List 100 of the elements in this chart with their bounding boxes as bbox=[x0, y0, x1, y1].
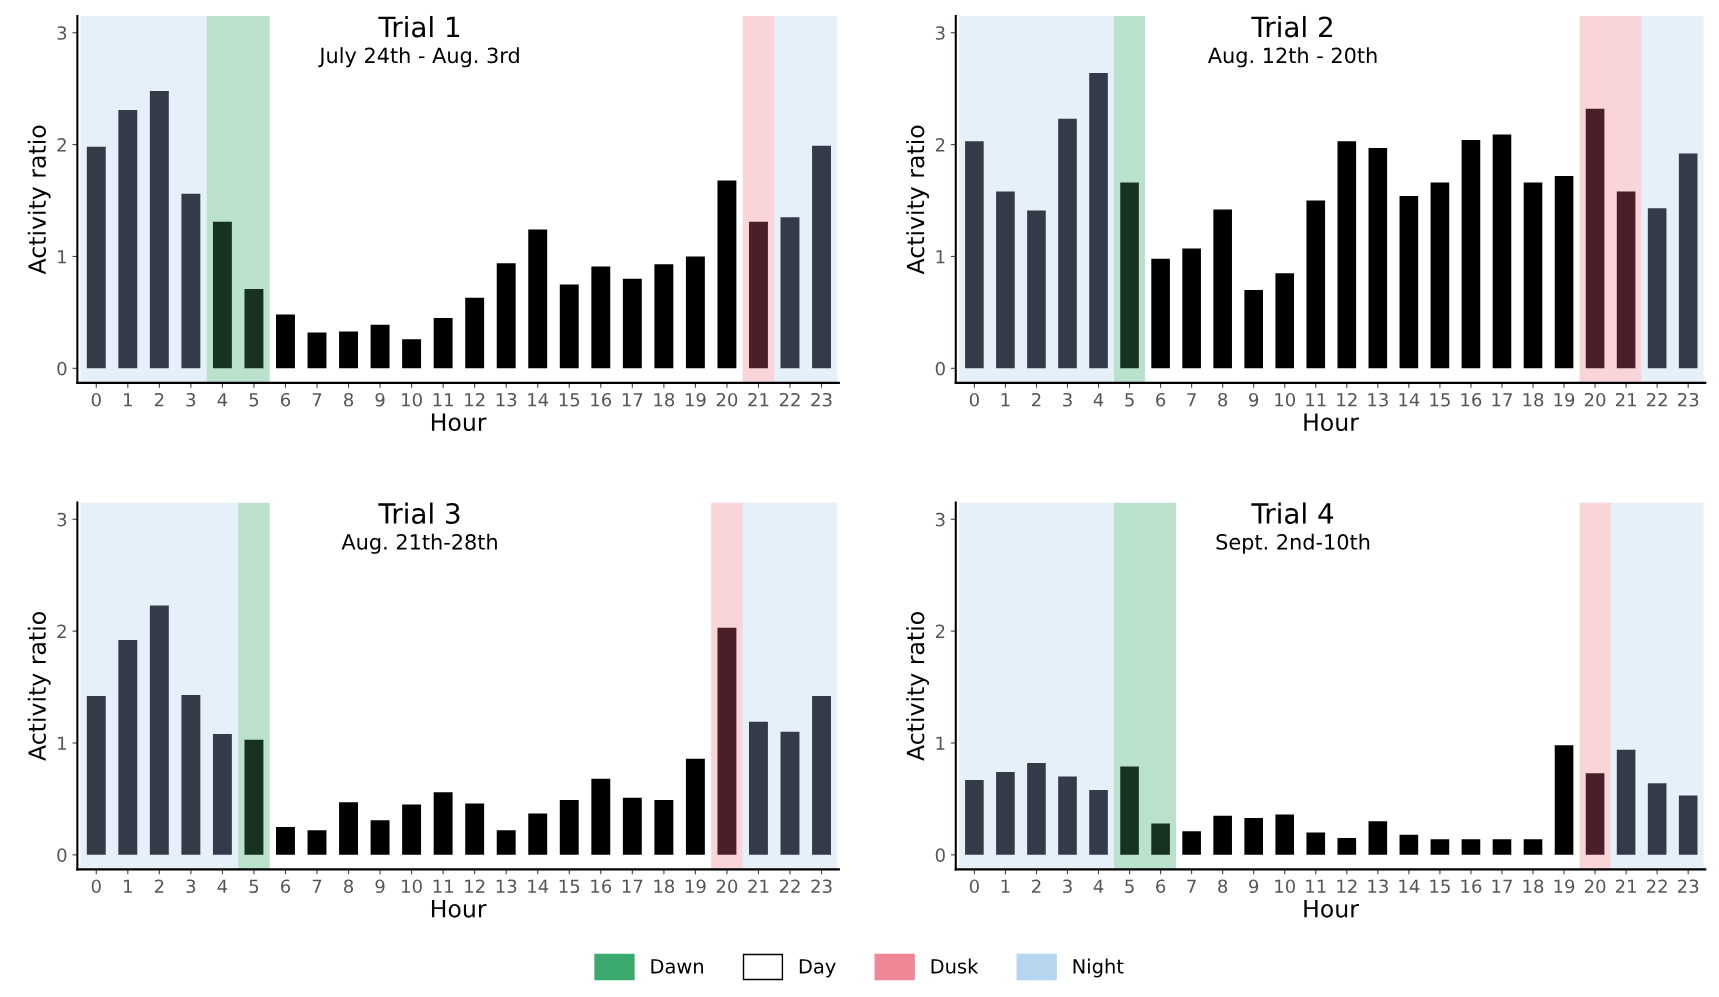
bar bbox=[685, 758, 705, 855]
bar bbox=[402, 804, 422, 855]
text: Aug. 12th - 20th bbox=[1207, 47, 1377, 68]
y-tick-label: 3 bbox=[935, 26, 945, 40]
x-tick-label: 1 bbox=[124, 393, 132, 407]
bar bbox=[276, 826, 295, 855]
x-tick-label: 19 bbox=[685, 392, 706, 407]
x-tick-label: 5 bbox=[1125, 879, 1134, 894]
bar bbox=[1151, 823, 1170, 855]
legend-label: Night bbox=[1073, 958, 1124, 978]
bar bbox=[244, 288, 264, 369]
chart-title: Trial 4 bbox=[1251, 502, 1334, 524]
bar bbox=[1430, 839, 1450, 855]
x-tick-label: 19 bbox=[1554, 879, 1575, 894]
x-tick-label: 14 bbox=[1399, 879, 1420, 893]
bar bbox=[1058, 118, 1077, 369]
x-tick-label: 21 bbox=[748, 392, 769, 407]
x-tick-label: 20 bbox=[716, 392, 738, 407]
x-tick-label: 1 bbox=[1001, 393, 1010, 407]
x-tick-label: 3 bbox=[186, 392, 196, 407]
x-tick-label: 12 bbox=[1337, 392, 1357, 407]
bar bbox=[86, 146, 106, 369]
y-tick-label: 2 bbox=[57, 138, 66, 152]
x-tick-label: 8 bbox=[344, 879, 354, 894]
bar bbox=[1368, 147, 1388, 369]
bar bbox=[591, 778, 611, 855]
x-tick-label: 6 bbox=[280, 392, 291, 407]
bar bbox=[1089, 73, 1108, 369]
bar bbox=[212, 221, 232, 369]
bar bbox=[1678, 795, 1698, 855]
x-tick-label: 14 bbox=[1399, 393, 1420, 407]
bar bbox=[1647, 208, 1667, 369]
x-axis-title: Hour bbox=[431, 413, 487, 432]
bar bbox=[1275, 273, 1295, 369]
bar bbox=[1461, 140, 1481, 369]
bar bbox=[118, 640, 138, 855]
x-tick-label: 2 bbox=[1032, 392, 1041, 407]
bar bbox=[1120, 766, 1139, 855]
bar bbox=[1213, 209, 1232, 369]
x-tick-label: 16 bbox=[1461, 392, 1482, 407]
bar bbox=[1492, 134, 1512, 369]
bar bbox=[1120, 182, 1139, 369]
bar bbox=[1647, 783, 1667, 855]
bar bbox=[1616, 749, 1636, 855]
x-tick-label: 17 bbox=[1492, 879, 1512, 893]
x-tick-label: 20 bbox=[1584, 879, 1606, 894]
bar bbox=[149, 605, 169, 855]
bar bbox=[996, 772, 1015, 855]
bar bbox=[780, 217, 800, 369]
x-tick-label: 11 bbox=[433, 879, 453, 893]
bar bbox=[965, 779, 984, 855]
bar bbox=[1585, 108, 1605, 369]
bar bbox=[622, 797, 642, 855]
y-tick-label: 2 bbox=[935, 624, 945, 638]
bar bbox=[1089, 789, 1108, 855]
bar bbox=[1306, 832, 1326, 855]
bar bbox=[717, 180, 737, 369]
bar bbox=[1554, 175, 1574, 369]
x-tick-label: 6 bbox=[1156, 392, 1166, 407]
bar bbox=[181, 694, 201, 855]
x-tick-label: 0 bbox=[969, 392, 979, 407]
bar bbox=[654, 800, 674, 855]
bar bbox=[1523, 182, 1543, 369]
y-tick-label: 2 bbox=[57, 624, 66, 638]
x-tick-label: 0 bbox=[91, 879, 101, 894]
chart-title: Trial 2 bbox=[1251, 15, 1332, 38]
x-tick-label: 16 bbox=[591, 392, 612, 407]
x-tick-label: 12 bbox=[465, 392, 485, 407]
bar bbox=[1523, 839, 1543, 855]
x-tick-label: 6 bbox=[1156, 879, 1166, 894]
x-tick-label: 21 bbox=[748, 879, 769, 893]
x-tick-label: 3 bbox=[186, 879, 196, 894]
bar bbox=[717, 627, 737, 855]
x-tick-label: 5 bbox=[1125, 393, 1134, 407]
bar bbox=[370, 324, 390, 369]
y-axis-title: Activity ratio bbox=[906, 125, 929, 275]
x-tick-label: 9 bbox=[1249, 879, 1259, 894]
x-tick-label: 13 bbox=[1368, 392, 1388, 407]
x-tick-label: 10 bbox=[402, 392, 422, 407]
x-tick-label: 4 bbox=[1093, 393, 1104, 407]
x-tick-label: 18 bbox=[1523, 879, 1544, 894]
bar bbox=[181, 193, 201, 369]
bar bbox=[339, 802, 358, 855]
bar bbox=[528, 813, 548, 855]
bar bbox=[307, 332, 327, 369]
x-tick-label: 17 bbox=[622, 393, 643, 407]
bar bbox=[559, 800, 579, 855]
x-tick-label: 10 bbox=[1275, 879, 1296, 894]
bar bbox=[1492, 839, 1512, 855]
y-axis-title: Activity ratio bbox=[27, 125, 51, 275]
bar bbox=[1244, 290, 1264, 369]
x-tick-label: 19 bbox=[685, 879, 706, 894]
x-tick-label: 16 bbox=[591, 879, 612, 894]
x-tick-label: 7 bbox=[1187, 879, 1196, 893]
x-tick-label: 0 bbox=[969, 879, 979, 894]
bar bbox=[496, 830, 516, 855]
x-tick-label: 1 bbox=[1001, 879, 1010, 893]
bar bbox=[465, 297, 485, 369]
x-tick-label: 9 bbox=[375, 879, 385, 894]
bar bbox=[749, 721, 768, 855]
